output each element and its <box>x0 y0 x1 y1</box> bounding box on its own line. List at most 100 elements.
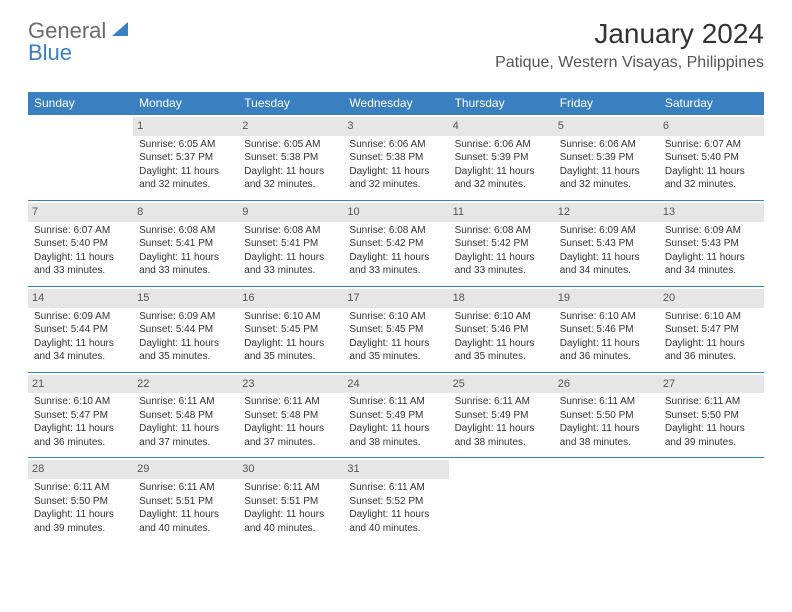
daylight-text: Daylight: 11 hours and 40 minutes. <box>139 508 232 535</box>
sunset-text: Sunset: 5:48 PM <box>139 409 232 423</box>
daylight-text: Daylight: 11 hours and 33 minutes. <box>139 251 232 278</box>
sunset-text: Sunset: 5:50 PM <box>560 409 653 423</box>
sunrise-text: Sunrise: 6:11 AM <box>349 395 442 409</box>
sunrise-text: Sunrise: 6:06 AM <box>455 138 548 152</box>
daylight-text: Daylight: 11 hours and 33 minutes. <box>455 251 548 278</box>
logo-text-blue: Blue <box>28 40 72 65</box>
sunrise-text: Sunrise: 6:05 AM <box>139 138 232 152</box>
calendar-cell: 14 Sunrise: 6:09 AMSunset: 5:44 PMDayligh… <box>28 286 133 372</box>
day-number: 12 <box>554 203 659 222</box>
calendar-cell: 21Sunrise: 6:10 AMSunset: 5:47 PMDayligh… <box>28 372 133 458</box>
calendar-cell: 5Sunrise: 6:06 AMSunset: 5:39 PMDaylight… <box>554 115 659 201</box>
sunrise-text: Sunrise: 6:06 AM <box>349 138 442 152</box>
daylight-text: Daylight: 11 hours and 33 minutes. <box>349 251 442 278</box>
calendar-cell: 8Sunrise: 6:08 AMSunset: 5:41 PMDaylight… <box>133 200 238 286</box>
calendar-cell: 2Sunrise: 6:05 AMSunset: 5:38 PMDaylight… <box>238 115 343 201</box>
sunset-text: Sunset: 5:45 PM <box>244 323 337 337</box>
calendar-cell: 22Sunrise: 6:11 AMSunset: 5:48 PMDayligh… <box>133 372 238 458</box>
sunset-text: Sunset: 5:47 PM <box>665 323 758 337</box>
day-number: 2 <box>238 117 343 136</box>
sunset-text: Sunset: 5:52 PM <box>349 495 442 509</box>
sunrise-text: Sunrise: 6:08 AM <box>455 224 548 238</box>
sunset-text: Sunset: 5:47 PM <box>34 409 127 423</box>
daylight-text: Daylight: 11 hours and 32 minutes. <box>139 165 232 192</box>
day-number: 1 <box>133 117 238 136</box>
sunset-text: Sunset: 5:39 PM <box>560 151 653 165</box>
day-number: 17 <box>343 289 448 308</box>
sunrise-text: Sunrise: 6:05 AM <box>244 138 337 152</box>
calendar-cell: 29Sunrise: 6:11 AMSunset: 5:51 PMDayligh… <box>133 458 238 543</box>
daylight-text: Daylight: 11 hours and 40 minutes. <box>349 508 442 535</box>
day-number: 14 <box>28 289 133 308</box>
calendar-cell: 12Sunrise: 6:09 AMSunset: 5:43 PMDayligh… <box>554 200 659 286</box>
day-number: 24 <box>343 375 448 394</box>
daylight-text: Daylight: 11 hours and 40 minutes. <box>244 508 337 535</box>
sunset-text: Sunset: 5:50 PM <box>34 495 127 509</box>
day-number: 28 <box>28 460 133 479</box>
calendar-cell: 9Sunrise: 6:08 AMSunset: 5:41 PMDaylight… <box>238 200 343 286</box>
day-number: 13 <box>659 203 764 222</box>
month-title: January 2024 <box>495 18 764 50</box>
page-header: General January 2024 Patique, Western Vi… <box>28 18 764 72</box>
day-number: 8 <box>133 203 238 222</box>
calendar-cell <box>554 458 659 543</box>
sunrise-text: Sunrise: 6:08 AM <box>244 224 337 238</box>
daylight-text: Daylight: 11 hours and 38 minutes. <box>560 422 653 449</box>
sunset-text: Sunset: 5:41 PM <box>139 237 232 251</box>
sunrise-text: Sunrise: 6:10 AM <box>244 310 337 324</box>
daylight-text: Daylight: 11 hours and 36 minutes. <box>34 422 127 449</box>
day-number: 30 <box>238 460 343 479</box>
calendar-cell: 26Sunrise: 6:11 AMSunset: 5:50 PMDayligh… <box>554 372 659 458</box>
day-number: 29 <box>133 460 238 479</box>
sunset-text: Sunset: 5:37 PM <box>139 151 232 165</box>
sunrise-text: Sunrise: 6:09 AM <box>665 224 758 238</box>
calendar-cell: 4Sunrise: 6:06 AMSunset: 5:39 PMDaylight… <box>449 115 554 201</box>
sunset-text: Sunset: 5:40 PM <box>34 237 127 251</box>
sunset-text: Sunset: 5:49 PM <box>455 409 548 423</box>
sunrise-text: Sunrise: 6:09 AM <box>139 310 232 324</box>
sunrise-text: Sunrise: 6:11 AM <box>665 395 758 409</box>
calendar-cell: 3Sunrise: 6:06 AMSunset: 5:38 PMDaylight… <box>343 115 448 201</box>
sunset-text: Sunset: 5:49 PM <box>349 409 442 423</box>
sunrise-text: Sunrise: 6:11 AM <box>139 395 232 409</box>
sunrise-text: Sunrise: 6:10 AM <box>665 310 758 324</box>
calendar-cell: 16Sunrise: 6:10 AMSunset: 5:45 PMDayligh… <box>238 286 343 372</box>
daylight-text: Daylight: 11 hours and 32 minutes. <box>349 165 442 192</box>
calendar-cell: 28Sunrise: 6:11 AMSunset: 5:50 PMDayligh… <box>28 458 133 543</box>
day-number: 10 <box>343 203 448 222</box>
day-number: 25 <box>449 375 554 394</box>
calendar-cell: 6Sunrise: 6:07 AMSunset: 5:40 PMDaylight… <box>659 115 764 201</box>
calendar-row: 21Sunrise: 6:10 AMSunset: 5:47 PMDayligh… <box>28 372 764 458</box>
daylight-text: Daylight: 11 hours and 32 minutes. <box>665 165 758 192</box>
day-number: 7 <box>28 203 133 222</box>
day-number: 15 <box>133 289 238 308</box>
calendar-cell <box>28 115 133 201</box>
calendar-row: 28Sunrise: 6:11 AMSunset: 5:50 PMDayligh… <box>28 458 764 543</box>
calendar-cell: 1 Sunrise: 6:05 AMSunset: 5:37 PMDaylight… <box>133 115 238 201</box>
calendar-cell: 20Sunrise: 6:10 AMSunset: 5:47 PMDayligh… <box>659 286 764 372</box>
day-number: 21 <box>28 375 133 394</box>
daylight-text: Daylight: 11 hours and 32 minutes. <box>244 165 337 192</box>
sunset-text: Sunset: 5:38 PM <box>349 151 442 165</box>
calendar-cell <box>659 458 764 543</box>
sunset-text: Sunset: 5:39 PM <box>455 151 548 165</box>
calendar-cell: 17Sunrise: 6:10 AMSunset: 5:45 PMDayligh… <box>343 286 448 372</box>
sunset-text: Sunset: 5:44 PM <box>34 323 127 337</box>
daylight-text: Daylight: 11 hours and 34 minutes. <box>34 337 127 364</box>
sunrise-text: Sunrise: 6:10 AM <box>560 310 653 324</box>
sunset-text: Sunset: 5:43 PM <box>560 237 653 251</box>
calendar-table: Sunday Monday Tuesday Wednesday Thursday… <box>28 92 764 543</box>
daylight-text: Daylight: 11 hours and 34 minutes. <box>560 251 653 278</box>
daylight-text: Daylight: 11 hours and 37 minutes. <box>244 422 337 449</box>
daylight-text: Daylight: 11 hours and 35 minutes. <box>139 337 232 364</box>
daylight-text: Daylight: 11 hours and 38 minutes. <box>349 422 442 449</box>
day-number: 31 <box>343 460 448 479</box>
sunrise-text: Sunrise: 6:09 AM <box>34 310 127 324</box>
day-number: 9 <box>238 203 343 222</box>
sunrise-text: Sunrise: 6:10 AM <box>34 395 127 409</box>
sunrise-text: Sunrise: 6:07 AM <box>665 138 758 152</box>
sunset-text: Sunset: 5:50 PM <box>665 409 758 423</box>
sunset-text: Sunset: 5:44 PM <box>139 323 232 337</box>
calendar-cell: 23Sunrise: 6:11 AMSunset: 5:48 PMDayligh… <box>238 372 343 458</box>
weekday-fri: Friday <box>554 92 659 115</box>
